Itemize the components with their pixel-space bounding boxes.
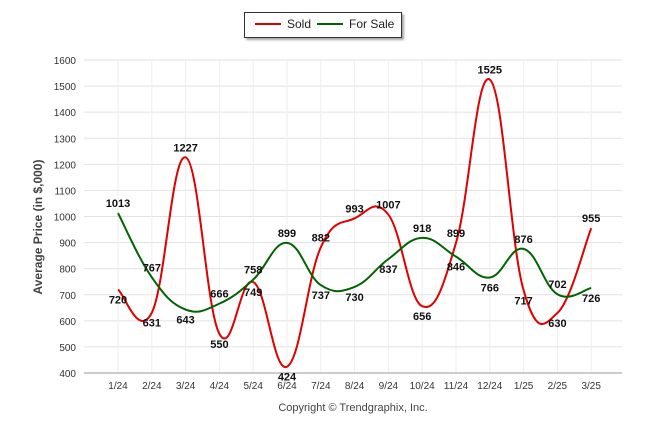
data-label-sold: 1007 [376,200,400,212]
y-tick-label: 1000 [54,213,77,224]
legend-label-sold: Sold [287,17,312,31]
data-label-sold: 1525 [478,65,502,77]
x-tick-label: 6/24 [277,381,297,392]
x-tick-label: 8/24 [345,381,365,392]
data-label-for-sale: 643 [176,315,194,327]
data-label-sold: 550 [210,339,228,351]
data-label-for-sale: 918 [413,223,431,235]
legend-swatch-for-sale [317,23,343,25]
data-label-for-sale: 766 [481,283,499,295]
x-tick-label: 4/24 [210,381,230,392]
data-label-sold: 424 [278,372,297,384]
data-label-for-sale: 899 [278,228,296,240]
data-label-for-sale: 702 [548,279,566,291]
data-label-for-sale: 730 [345,292,363,304]
data-label-for-sale: 737 [312,290,330,302]
y-tick-label: 600 [59,317,76,328]
y-tick-label: 800 [59,265,76,276]
y-tick-label: 900 [59,239,76,250]
copyright-text: Copyright © Trendgraphix, Inc. [278,402,428,414]
data-label-for-sale: 767 [143,262,161,274]
data-label-sold: 631 [143,318,161,330]
legend-item-for-sale[interactable]: For Sale [317,17,394,31]
y-tick-label: 1400 [54,108,77,119]
y-tick-label: 1500 [54,82,77,93]
y-tick-label: 700 [59,291,76,302]
data-labels: 720 631 1227 550 749 424 882 993 1007 656 899 1525 7… [106,65,601,384]
y-tick-label: 500 [59,343,76,354]
y-tick-label: 400 [59,369,76,380]
data-label-for-sale: 1013 [106,198,130,210]
data-label-sold: 717 [514,295,532,307]
data-label-sold: 656 [413,311,431,323]
legend: Sold For Sale [244,12,402,38]
data-label-sold: 882 [312,232,330,244]
grid-lines [84,59,622,374]
data-label-for-sale: 837 [379,264,397,276]
data-label-for-sale: 846 [447,262,465,274]
y-tick-label: 1600 [54,56,77,67]
x-tick-label: 1/24 [108,381,128,392]
legend-swatch-sold [255,23,281,25]
data-label-sold: 993 [345,203,363,215]
x-tick-label: 7/24 [311,381,331,392]
data-label-sold: 749 [244,287,262,299]
x-axis-ticks: 1/24 2/24 3/24 4/24 5/24 6/24 7/24 8/24 9/24 10/2… [108,381,601,392]
x-tick-label: 10/24 [410,381,435,392]
y-tick-label: 1300 [54,134,77,145]
data-label-for-sale: 876 [514,234,532,246]
x-tick-label: 9/24 [379,381,399,392]
data-label-for-sale: 726 [582,293,600,305]
y-tick-label: 1100 [54,186,76,197]
y-axis-ticks: 400 500 600 700 800 900 1000 1100 1200 1300 1400 15… [54,56,77,380]
y-tick-label: 1200 [54,160,77,171]
x-tick-label: 1/25 [514,381,534,392]
x-tick-label: 2/25 [548,381,568,392]
data-label-sold: 720 [109,295,127,307]
series-lines [117,78,593,368]
data-label-for-sale: 758 [244,265,262,277]
legend-item-sold[interactable]: Sold [255,17,311,31]
data-label-sold: 955 [582,213,600,225]
x-tick-label: 3/24 [176,381,196,392]
data-label-for-sale: 666 [210,289,228,301]
series-line-sold [117,78,593,368]
x-tick-label: 2/24 [142,381,162,392]
x-tick-label: 3/25 [581,381,601,392]
data-label-sold: 899 [447,228,465,240]
y-axis-label: Average Price (in $,000) [31,159,45,295]
x-tick-label: 5/24 [243,381,263,392]
x-tick-label: 12/24 [477,381,502,392]
series-line-for-sale [117,212,592,313]
x-tick-label: 11/24 [444,381,469,392]
data-label-sold: 630 [548,318,566,330]
data-label-sold: 1227 [173,142,197,154]
legend-label-for-sale: For Sale [349,17,395,31]
